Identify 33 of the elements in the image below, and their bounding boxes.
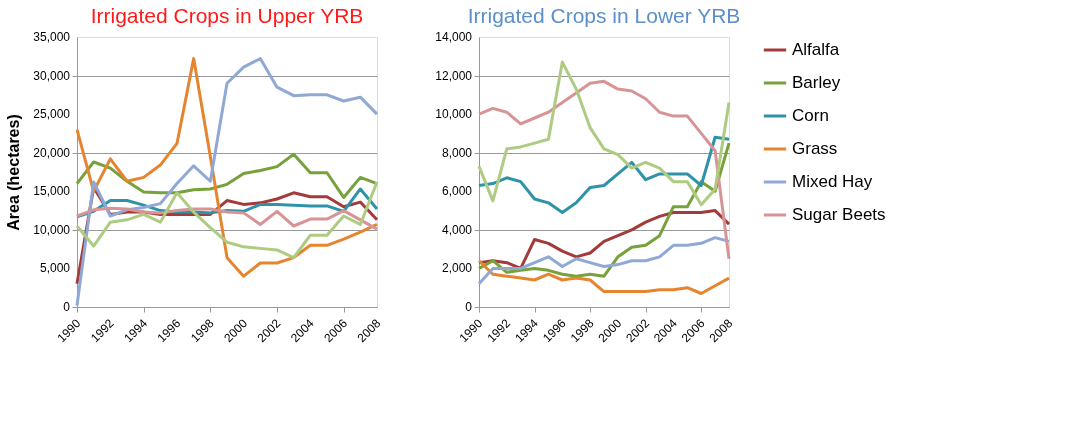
line-series (75, 180, 379, 260)
y-axis-title: Area (hectares) (5, 114, 22, 231)
legend-label: Mixed Hay (792, 172, 873, 191)
legend-label: Sugar Beets (792, 205, 886, 224)
y-tick-label: 25,000 (33, 107, 71, 122)
line-series (477, 60, 731, 207)
y-tick-label: 0 (63, 300, 71, 314)
line-series (477, 236, 731, 286)
line-series (75, 206, 379, 231)
y-tick-label: 12,000 (435, 68, 473, 83)
y-tick-label: 15,000 (33, 184, 71, 199)
legend-label: Barley (792, 73, 841, 92)
line-series (477, 259, 731, 295)
line-series (477, 79, 731, 261)
y-tick-label: 30,000 (33, 68, 71, 83)
y-tick-label: 8,000 (441, 145, 473, 160)
y-tick-label: 20,000 (33, 145, 71, 160)
legend-label: Corn (792, 106, 829, 125)
y-tick-label: 0 (465, 300, 473, 314)
legend-label: Grass (792, 139, 838, 158)
chart-title: Irrigated Crops in Lower YRB (467, 4, 741, 27)
y-tick-label: 4,000 (441, 222, 473, 237)
line-series (477, 135, 731, 214)
y-tick-label: 14,000 (435, 30, 473, 44)
y-tick-label: 5,000 (39, 261, 71, 276)
y-tick-label: 10,000 (33, 222, 71, 237)
chart-title: Irrigated Crops in Upper YRB (90, 4, 364, 27)
y-tick-label: 35,000 (33, 30, 71, 44)
y-tick-label: 6,000 (441, 184, 473, 199)
legend-label: Alfalfa (792, 40, 840, 59)
y-tick-label: 10,000 (435, 107, 473, 122)
y-tick-label: 2,000 (441, 261, 473, 276)
line-series (75, 152, 379, 199)
